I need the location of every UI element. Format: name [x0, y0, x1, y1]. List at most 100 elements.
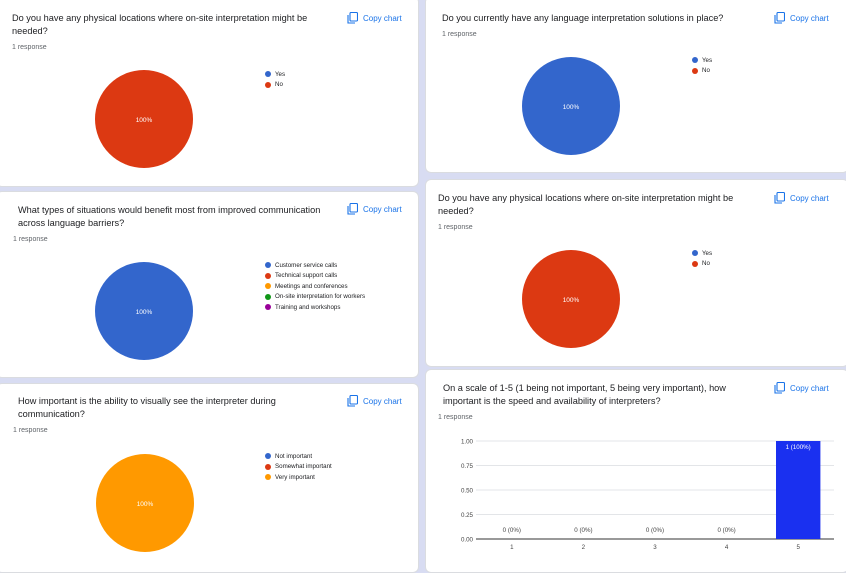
bar-data-label: 0 (0%) — [646, 527, 664, 534]
y-tick-label: 0.25 — [461, 512, 474, 519]
bar-category-5 — [776, 441, 821, 539]
y-tick-label: 1.00 — [461, 439, 474, 446]
legend-label: Somewhat important — [275, 463, 332, 471]
copy-chart-label: Copy chart — [363, 396, 402, 406]
question-title: Do you currently have any language inter… — [442, 13, 724, 23]
response-count: 1 response — [13, 236, 48, 243]
x-tick-label: 5 — [796, 544, 800, 551]
bar-data-label: 0 (0%) — [574, 527, 592, 534]
copy-chart-label: Copy chart — [790, 383, 829, 393]
legend-swatch — [265, 71, 271, 78]
x-tick-label: 1 — [510, 544, 514, 551]
response-count: 1 response — [438, 414, 473, 421]
legend-item: No — [265, 80, 285, 91]
legend-label: Customer service calls — [275, 261, 338, 269]
legend-swatch — [265, 474, 271, 481]
legend-swatch — [265, 304, 271, 311]
legend-swatch — [265, 283, 271, 290]
question-card-4: Do you have any physical locations where… — [425, 179, 846, 367]
question-title: What types of situations would benefit m… — [18, 205, 321, 228]
question-title: On a scale of 1-5 (1 being not important… — [443, 383, 726, 406]
pie-slice-no — [522, 250, 620, 348]
legend-label: Meetings and conferences — [275, 282, 348, 290]
legend-label: Not important — [275, 452, 313, 460]
legend-swatch — [265, 293, 271, 300]
legend-label: No — [702, 260, 710, 268]
legend-label: Yes — [275, 70, 286, 78]
copy-icon — [774, 12, 785, 24]
copy-chart-label: Copy chart — [363, 13, 402, 23]
pie-slice-no — [95, 70, 193, 168]
legend-item: Yes — [265, 69, 285, 80]
pie-data-label: 100% — [563, 104, 580, 111]
question-card-6: On a scale of 1-5 (1 being not important… — [425, 369, 846, 573]
legend-item: No — [692, 259, 712, 270]
x-tick-label: 2 — [582, 544, 586, 551]
question-card-5: How important is the ability to visually… — [0, 383, 419, 573]
legend-item: Very important — [265, 472, 332, 483]
chart-legend: Yes No — [692, 248, 712, 269]
legend-item: Somewhat important — [265, 462, 332, 473]
copy-icon — [347, 12, 358, 24]
pie-data-label: 100% — [136, 117, 153, 124]
legend-swatch — [265, 262, 271, 269]
pie-chart: 100% — [522, 57, 620, 155]
legend-swatch — [692, 57, 698, 64]
pie-chart: 100% — [96, 454, 194, 552]
copy-chart-button[interactable]: Copy chart — [774, 12, 829, 24]
chart-legend: Yes No — [692, 55, 712, 76]
legend-item: Yes — [692, 248, 712, 259]
pie-chart: 100% — [95, 262, 193, 360]
pie-slice-yes — [522, 57, 620, 155]
copy-chart-button[interactable]: Copy chart — [347, 395, 402, 407]
legend-item: Training and workshops — [265, 302, 365, 313]
copy-chart-button[interactable]: Copy chart — [347, 12, 402, 24]
legend-item: Meetings and conferences — [265, 281, 365, 292]
legend-label: No — [275, 81, 283, 89]
legend-item: Yes — [692, 55, 712, 66]
response-count: 1 response — [442, 31, 477, 38]
response-count: 1 response — [12, 44, 47, 51]
legend-label: Yes — [702, 249, 713, 257]
legend-swatch — [265, 272, 271, 279]
legend-swatch — [265, 81, 271, 88]
bar-chart: 0.00 0.25 0.50 0.75 1.00 0 (0%) 1 0 (0%) 2 0 (0%)… — [461, 439, 834, 551]
legend-swatch — [265, 453, 271, 460]
legend-label: Very important — [275, 473, 315, 481]
copy-chart-label: Copy chart — [790, 13, 829, 23]
legend-swatch — [692, 250, 698, 257]
question-card-1: Do you have any physical locations where… — [0, 0, 419, 187]
response-count: 1 response — [13, 427, 48, 434]
copy-icon — [774, 192, 785, 204]
y-tick-label: 0.50 — [461, 488, 474, 495]
pie-slice-customer-service — [95, 262, 193, 360]
bar-data-label: 0 (0%) — [503, 527, 521, 534]
copy-icon — [347, 203, 358, 215]
copy-icon — [774, 382, 785, 394]
x-tick-label: 3 — [653, 544, 657, 551]
copy-chart-button[interactable]: Copy chart — [347, 203, 402, 215]
legend-item: Customer service calls — [265, 260, 365, 271]
copy-chart-button[interactable]: Copy chart — [774, 382, 829, 394]
question-card-3: What types of situations would benefit m… — [0, 191, 419, 378]
chart-legend: Not important Somewhat important Very im… — [265, 451, 332, 483]
legend-swatch — [265, 463, 271, 470]
copy-chart-button[interactable]: Copy chart — [774, 192, 829, 204]
pie-slice-very-important — [96, 454, 194, 552]
question-title: Do you have any physical locations where… — [438, 193, 734, 216]
response-count: 1 response — [438, 224, 473, 231]
pie-chart: 100% — [95, 70, 193, 168]
x-tick-label: 4 — [725, 544, 729, 551]
copy-chart-label: Copy chart — [363, 204, 402, 214]
legend-item: Not important — [265, 451, 332, 462]
question-card-2: Do you currently have any language inter… — [425, 0, 846, 173]
chart-legend: Yes No — [265, 69, 285, 90]
y-tick-label: 0.75 — [461, 463, 474, 470]
legend-item: On-site interpretation for workers — [265, 292, 365, 303]
pie-data-label: 100% — [137, 501, 154, 508]
pie-data-label: 100% — [563, 297, 580, 304]
legend-item: No — [692, 66, 712, 77]
legend-item: Technical support calls — [265, 271, 365, 282]
question-title: Do you have any physical locations where… — [12, 13, 308, 36]
legend-swatch — [692, 67, 698, 74]
